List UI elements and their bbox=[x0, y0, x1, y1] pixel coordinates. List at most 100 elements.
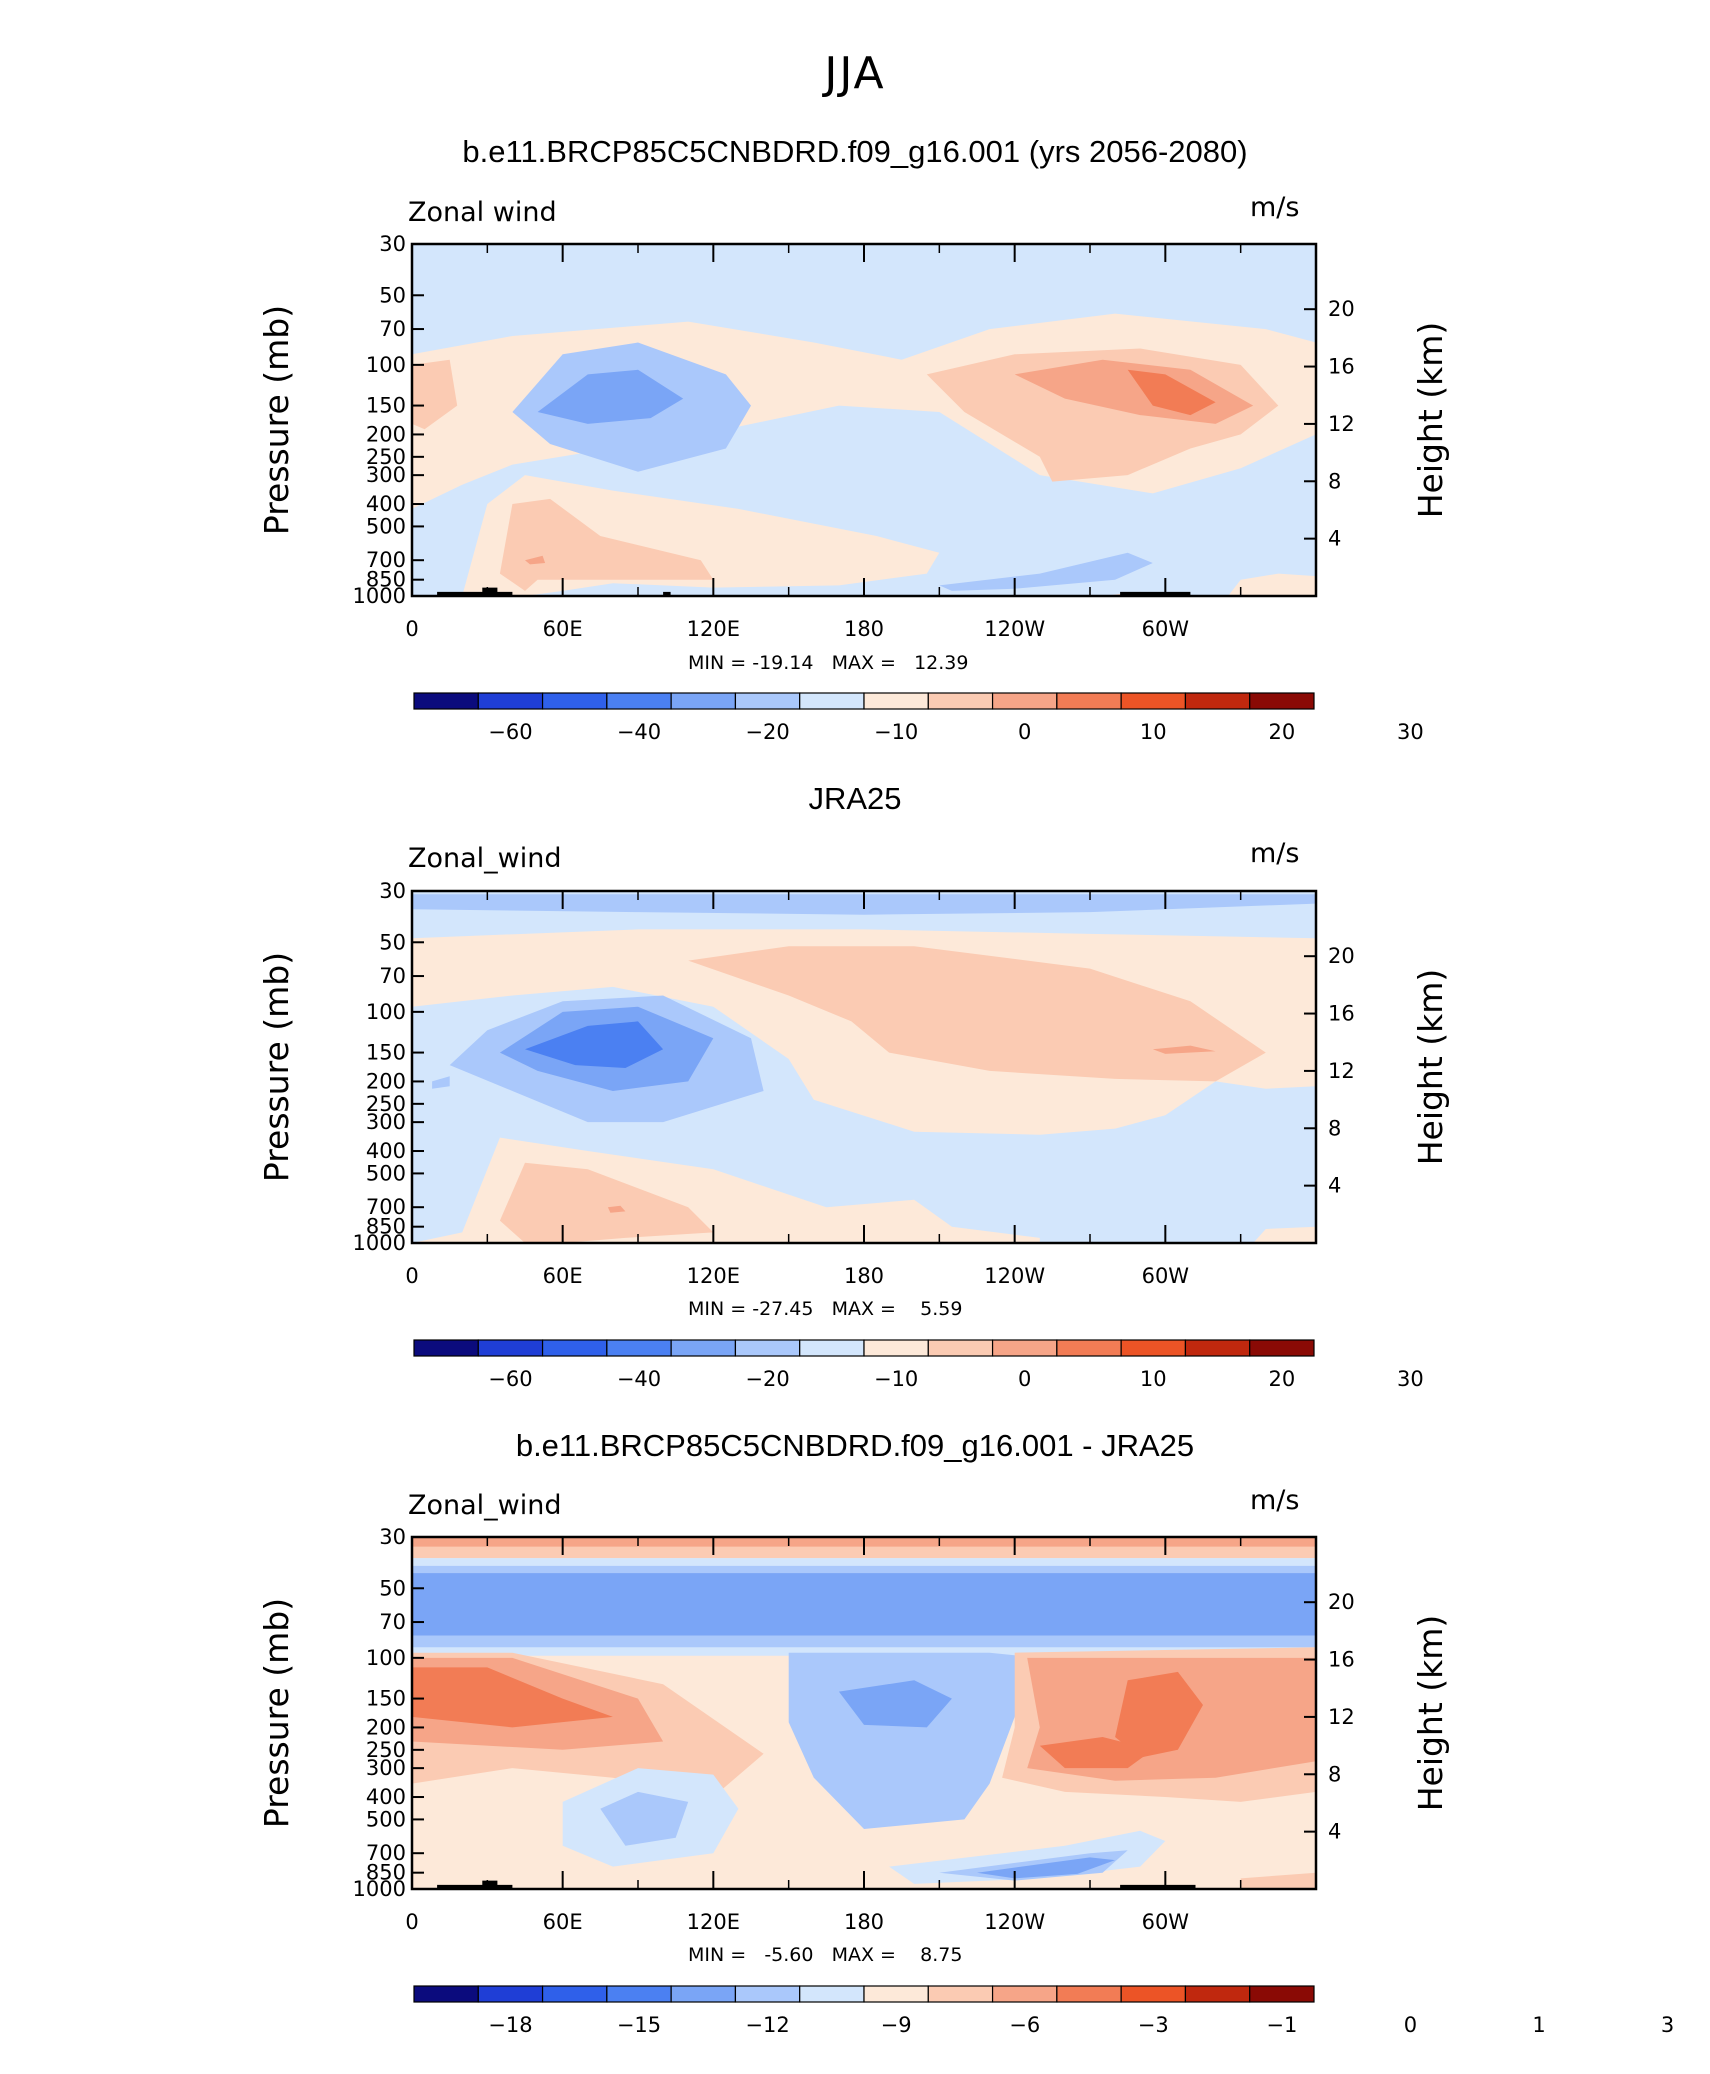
panel-1-max-label: MAX = bbox=[831, 652, 902, 674]
panel-3-max-value: 8.75 bbox=[920, 1944, 963, 1966]
panel-2-min-label: MIN = bbox=[688, 1298, 753, 1320]
colorbar-label: −20 bbox=[745, 1367, 789, 1391]
panel-3-field bbox=[412, 1537, 1316, 1889]
panel-1-ytick-label: 250 bbox=[366, 445, 406, 469]
colorbar-label: 0 bbox=[1404, 2013, 1417, 2037]
colorbar-label: −9 bbox=[881, 2013, 912, 2037]
colorbar-label: −1 bbox=[1266, 2013, 1297, 2037]
panel-3-xtick-label: 180 bbox=[844, 1910, 884, 1934]
colorbar-box bbox=[863, 1985, 929, 2003]
panel-1-field bbox=[412, 244, 1316, 596]
panel-1-min-value: -19.14 bbox=[752, 652, 814, 674]
panel-2-stats: MIN = -27.45 MAX = 5.59 bbox=[688, 1298, 962, 1320]
panel-3-xtick-label: 60E bbox=[543, 1910, 583, 1934]
panel-1-units-label: m/s bbox=[1250, 192, 1300, 223]
panel-3-contour-region-18 bbox=[977, 1857, 1116, 1879]
colorbar-label: 0 bbox=[1018, 1367, 1031, 1391]
colorbar-label: −12 bbox=[745, 2013, 789, 2037]
colorbar-label: 30 bbox=[1397, 720, 1424, 744]
panel-1-min-label: MIN = bbox=[688, 652, 753, 674]
panel-3-contour-region-9 bbox=[412, 1667, 613, 1728]
colorbar-box bbox=[927, 692, 994, 710]
colorbar-box bbox=[477, 692, 544, 710]
panel-1-contour-region-8 bbox=[525, 555, 546, 565]
panel-3-ytick-right-label: 4 bbox=[1328, 1820, 1341, 1844]
colorbar-label: −20 bbox=[745, 720, 789, 744]
panel-1-contour-region-11 bbox=[939, 552, 1153, 591]
panel-3-xtick-label: 120W bbox=[984, 1910, 1045, 1934]
panel-1-ytick-label: 1000 bbox=[353, 584, 406, 608]
panel-1-ytick-right-label: 4 bbox=[1328, 527, 1341, 551]
panel-3: 0 60E 120E 180 120W 60W3050701001502002503004… bbox=[257, 1525, 1674, 2037]
panel-2-ytick-right-label: 8 bbox=[1328, 1116, 1341, 1140]
panel-3-topography-20 bbox=[437, 1880, 513, 1889]
panel-2-ylabel: Pressure (mb) bbox=[257, 952, 296, 1182]
colorbar-box bbox=[477, 1339, 544, 1357]
panel-3-min-label: MIN = bbox=[688, 1944, 753, 1966]
panel-1: 0 60E 120E 180 120W 60W3050701001502002503004… bbox=[257, 232, 1450, 744]
panel-1-title: b.e11.BRCP85C5CNBDRD.f09_g16.001 (yrs 20… bbox=[462, 134, 1248, 169]
colorbar-box bbox=[734, 1339, 801, 1357]
season-title: JJA bbox=[824, 48, 886, 99]
panel-1-ytick-label: 300 bbox=[366, 463, 406, 487]
panel-3-units-label: m/s bbox=[1250, 1485, 1300, 1516]
panel-2-xtick-label: 120E bbox=[687, 1264, 740, 1288]
panel-2-ytick-label: 100 bbox=[366, 1000, 406, 1024]
panel-2-ytick-label: 50 bbox=[379, 930, 406, 954]
panel-2: 0 60E 120E 180 120W 60W3050701001502002503004… bbox=[257, 879, 1450, 1391]
panel-1-xtick-label: 120E bbox=[687, 617, 740, 641]
panel-1-xtick-label: 60W bbox=[1142, 617, 1190, 641]
colorbar-box bbox=[670, 1339, 737, 1357]
panel-3-min-value: -5.60 bbox=[764, 1944, 814, 1966]
colorbar-box bbox=[606, 1339, 672, 1357]
panel-3-ytick-label: 400 bbox=[366, 1785, 406, 1809]
colorbar-label: −40 bbox=[617, 720, 661, 744]
panel-2-ytick-right-label: 12 bbox=[1328, 1059, 1355, 1083]
panel-2-xtick-label: 120W bbox=[984, 1264, 1045, 1288]
panel-3-ytick-label: 150 bbox=[366, 1687, 406, 1711]
panel-3-colorbar: −18−15−12−9−6−3−101369121518 bbox=[413, 1985, 1674, 2037]
panel-1-ytick-label: 150 bbox=[366, 394, 406, 418]
colorbar-label: −60 bbox=[488, 1367, 532, 1391]
colorbar-box bbox=[670, 692, 737, 710]
panel-2-colorbar: −60 −40 −20 −10 0 10 20 30 bbox=[413, 1339, 1424, 1391]
colorbar-box bbox=[477, 1985, 544, 2003]
panel-3-ytick-label: 100 bbox=[366, 1646, 406, 1670]
colorbar-box bbox=[927, 1339, 994, 1357]
panel-2-ytick-label: 1000 bbox=[353, 1231, 406, 1255]
panel-1-xtick-label: 180 bbox=[844, 617, 884, 641]
colorbar-box bbox=[799, 1339, 865, 1357]
colorbar-label: 3 bbox=[1661, 2013, 1674, 2037]
panel-1-ytick-right-label: 16 bbox=[1328, 355, 1355, 379]
panel-3-ytick-right-label: 12 bbox=[1328, 1705, 1355, 1729]
panel-2-contour-region-6 bbox=[607, 1205, 626, 1213]
panel-1-ytick-right-label: 20 bbox=[1328, 297, 1355, 321]
panel-1-max-value: 12.39 bbox=[914, 652, 969, 674]
panel-1-ytick-label: 70 bbox=[379, 317, 406, 341]
colorbar-box bbox=[1056, 1339, 1122, 1357]
panel-2-units-label: m/s bbox=[1250, 838, 1300, 869]
panel-2-ytick-label: 500 bbox=[366, 1161, 406, 1185]
panel-2-title: JRA25 bbox=[808, 781, 902, 816]
panel-1-variable-label: Zonal wind bbox=[408, 197, 557, 228]
panel-3-ytick-label: 70 bbox=[379, 1610, 406, 1634]
panel-3-ytick-label: 700 bbox=[366, 1841, 406, 1865]
colorbar-label: 1 bbox=[1532, 2013, 1545, 2037]
colorbar-label: 10 bbox=[1140, 720, 1167, 744]
colorbar-label: −10 bbox=[874, 720, 918, 744]
panel-3-ytick-label: 30 bbox=[379, 1525, 406, 1549]
panel-1-contour-region-7 bbox=[499, 498, 714, 591]
colorbar-label: 0 bbox=[1018, 720, 1031, 744]
panel-3-max-label: MAX = bbox=[831, 1944, 903, 1966]
panel-2-ytick-label: 30 bbox=[379, 879, 406, 903]
panel-3-contour-region-19 bbox=[1240, 1872, 1316, 1889]
panel-3-xtick-label: 60W bbox=[1142, 1910, 1190, 1934]
colorbar-box bbox=[1120, 1339, 1187, 1357]
panel-3-contour-region-12 bbox=[1115, 1671, 1203, 1758]
colorbar-box bbox=[413, 1339, 479, 1357]
colorbar-label: −15 bbox=[617, 2013, 661, 2037]
panel-1-xtick-label: 120W bbox=[984, 617, 1045, 641]
colorbar-box bbox=[1184, 1339, 1251, 1357]
